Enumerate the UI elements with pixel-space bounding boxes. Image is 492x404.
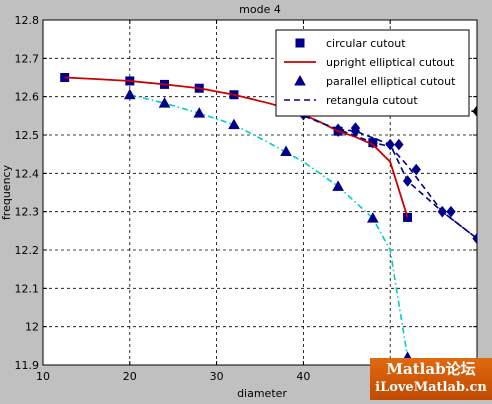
extra-series-point-1 bbox=[385, 138, 395, 151]
legend-marker-0 bbox=[295, 38, 305, 48]
extra-series-point-0 bbox=[472, 105, 477, 118]
series-point-2 bbox=[366, 212, 379, 223]
series-point-2 bbox=[158, 97, 171, 108]
watermark-logo: Matlab论坛 iLoveMatlab.cn bbox=[370, 358, 492, 400]
series-point-2 bbox=[332, 180, 344, 191]
legend-label-3: retangula cutout bbox=[326, 94, 418, 107]
legend-label-2: parallel elliptical cutout bbox=[326, 75, 456, 88]
plot-border bbox=[42, 19, 478, 366]
y-tick-label: 12.4 bbox=[15, 167, 40, 180]
x-axis-label: diameter bbox=[237, 387, 287, 400]
x-tick-label: 40 bbox=[296, 370, 310, 383]
legend-label-0: circular cutout bbox=[326, 37, 406, 50]
legend-box bbox=[275, 29, 470, 117]
legend-marker-2 bbox=[294, 74, 306, 86]
extra-marker-point bbox=[411, 163, 421, 176]
y-tick-label: 12 bbox=[25, 321, 39, 334]
watermark-line1: Matlab论坛 bbox=[386, 360, 476, 378]
series-line-3 bbox=[285, 107, 477, 240]
watermark-line2: iLoveMatlab.cn bbox=[375, 380, 487, 395]
y-tick-label: 12.5 bbox=[15, 129, 40, 142]
legend-label-1: upright elliptical cutout bbox=[326, 56, 455, 69]
series-point-2 bbox=[193, 107, 206, 118]
series-point-2 bbox=[228, 118, 240, 130]
y-tick-label: 11.9 bbox=[15, 359, 40, 372]
extra-series-point-1 bbox=[402, 175, 413, 187]
x-tick-label: 30 bbox=[210, 370, 224, 383]
y-axis-label: frequency bbox=[0, 164, 13, 220]
y-tick-label: 12.7 bbox=[15, 52, 40, 65]
extra-marker-point bbox=[394, 138, 404, 151]
x-tick-label: 10 bbox=[36, 370, 50, 383]
y-tick-label: 12.8 bbox=[15, 14, 40, 27]
y-tick-label: 12.1 bbox=[15, 282, 40, 295]
x-tick-label: 20 bbox=[123, 370, 137, 383]
series-point-2 bbox=[123, 88, 136, 100]
y-tick-label: 12.3 bbox=[15, 206, 40, 219]
legend: circular cutout upright elliptical cutout… bbox=[275, 29, 470, 117]
chart-title: mode 4 bbox=[239, 3, 281, 16]
y-tick-label: 12.6 bbox=[15, 91, 40, 104]
series-point-2 bbox=[280, 145, 292, 156]
extra-marker-point bbox=[350, 122, 361, 134]
extra-marker-point bbox=[446, 205, 456, 218]
y-tick-label: 12.2 bbox=[15, 244, 40, 257]
